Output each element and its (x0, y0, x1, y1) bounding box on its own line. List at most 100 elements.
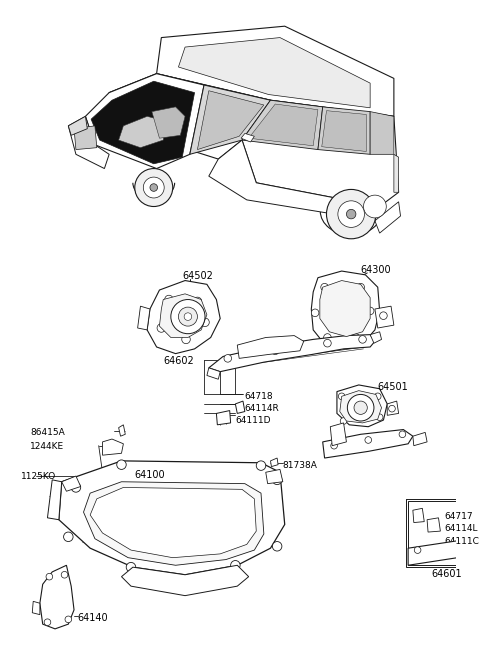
Polygon shape (91, 81, 194, 164)
Polygon shape (370, 332, 382, 343)
Polygon shape (103, 439, 123, 455)
Bar (406, 499, 480, 567)
Circle shape (193, 297, 202, 306)
Text: 86415A: 86415A (30, 428, 65, 437)
Polygon shape (84, 482, 264, 565)
Circle shape (179, 307, 197, 326)
Circle shape (65, 616, 72, 623)
Circle shape (256, 461, 266, 470)
Polygon shape (413, 432, 427, 445)
Circle shape (389, 405, 396, 412)
Polygon shape (271, 458, 278, 466)
Circle shape (340, 418, 347, 424)
Polygon shape (330, 423, 347, 445)
Circle shape (272, 347, 279, 355)
Polygon shape (90, 487, 256, 558)
Polygon shape (237, 336, 304, 358)
Polygon shape (375, 202, 400, 233)
Polygon shape (235, 401, 245, 413)
Text: 64140: 64140 (78, 613, 108, 623)
Circle shape (312, 309, 319, 317)
Circle shape (126, 562, 136, 572)
Polygon shape (74, 126, 97, 150)
Circle shape (338, 201, 364, 228)
Polygon shape (179, 37, 370, 108)
Circle shape (272, 542, 282, 551)
Text: 81738A: 81738A (283, 461, 318, 470)
Polygon shape (207, 368, 220, 379)
Polygon shape (318, 107, 370, 154)
Circle shape (326, 190, 376, 239)
Circle shape (348, 394, 374, 421)
Polygon shape (312, 271, 380, 349)
Polygon shape (340, 390, 382, 423)
Polygon shape (119, 116, 166, 148)
Polygon shape (370, 112, 394, 154)
Polygon shape (387, 401, 398, 415)
Text: 64300: 64300 (360, 266, 391, 276)
Polygon shape (59, 461, 285, 575)
Circle shape (201, 318, 209, 327)
Circle shape (171, 300, 205, 334)
Circle shape (321, 283, 328, 291)
Circle shape (363, 195, 386, 218)
Polygon shape (119, 425, 125, 436)
Circle shape (150, 184, 157, 192)
Circle shape (462, 541, 468, 548)
Text: 64502: 64502 (182, 271, 213, 281)
Text: 1125KO: 1125KO (21, 472, 56, 482)
Polygon shape (394, 154, 398, 192)
Polygon shape (48, 480, 62, 520)
Polygon shape (85, 73, 204, 169)
Circle shape (71, 483, 81, 492)
Circle shape (331, 442, 337, 449)
Circle shape (359, 336, 366, 343)
Circle shape (63, 532, 73, 542)
Polygon shape (138, 306, 150, 330)
Polygon shape (147, 281, 220, 354)
Polygon shape (32, 602, 40, 615)
Text: 64111D: 64111D (235, 417, 271, 425)
Polygon shape (242, 100, 323, 150)
Polygon shape (197, 91, 264, 150)
Circle shape (230, 560, 240, 570)
Circle shape (352, 334, 360, 341)
Text: 64601: 64601 (432, 569, 462, 579)
Polygon shape (159, 294, 207, 337)
Text: 64717: 64717 (444, 512, 473, 521)
Circle shape (117, 460, 126, 470)
Circle shape (272, 475, 282, 485)
Circle shape (380, 312, 387, 319)
Circle shape (184, 313, 192, 320)
Polygon shape (427, 518, 440, 532)
Polygon shape (209, 335, 375, 372)
Polygon shape (242, 100, 398, 207)
Circle shape (376, 414, 383, 420)
Text: 64114L: 64114L (444, 523, 478, 533)
Text: 64602: 64602 (163, 356, 194, 367)
Circle shape (324, 334, 331, 341)
Circle shape (338, 393, 345, 400)
Polygon shape (408, 533, 480, 565)
Text: 64100: 64100 (135, 470, 166, 480)
Polygon shape (266, 470, 283, 483)
Polygon shape (322, 111, 366, 152)
Circle shape (324, 339, 331, 347)
Polygon shape (413, 508, 424, 523)
Polygon shape (190, 85, 271, 154)
Text: 64718: 64718 (245, 392, 274, 401)
Polygon shape (323, 430, 413, 458)
Text: 64114R: 64114R (245, 404, 280, 413)
Polygon shape (62, 476, 81, 491)
Circle shape (224, 355, 231, 362)
Circle shape (157, 323, 166, 333)
Circle shape (135, 169, 173, 207)
Circle shape (46, 573, 53, 580)
Circle shape (182, 335, 190, 344)
Text: 64111C: 64111C (444, 537, 479, 546)
Polygon shape (68, 116, 87, 135)
Polygon shape (121, 565, 249, 596)
Circle shape (347, 209, 356, 219)
Circle shape (414, 546, 421, 554)
Polygon shape (109, 73, 271, 159)
